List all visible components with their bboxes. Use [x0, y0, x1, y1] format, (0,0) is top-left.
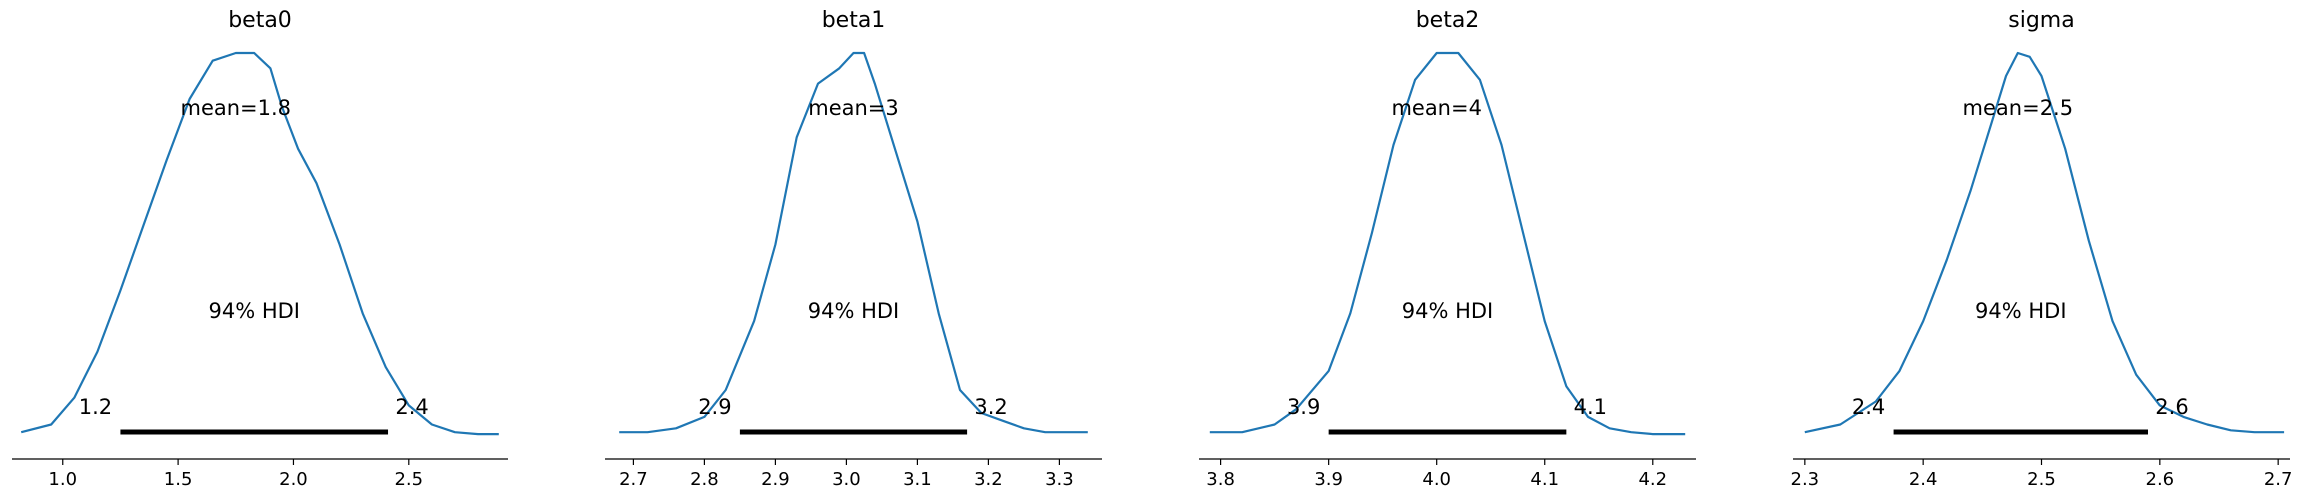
x-tick-label: 2.5: [2027, 469, 2056, 490]
hdi-low-label: 2.9: [698, 395, 731, 419]
x-tick-label: 2.9: [761, 469, 790, 490]
density-curve: [1209, 51, 1686, 436]
x-tick-label: 3.1: [903, 469, 932, 490]
panel-beta1: beta1 mean=3 94% HDI 2.9 3.2 2.7 2.8 2.9 3.0 3.1 3…: [605, 8, 1102, 490]
x-tick-label: 4.0: [1422, 469, 1451, 490]
panel-title: beta0: [228, 8, 292, 33]
panel-title: sigma: [2008, 8, 2074, 33]
x-tick-label: 2.7: [619, 469, 648, 490]
x-tick-label: 4.2: [1638, 469, 1667, 490]
panel-sigma: sigma mean=2.5 94% HDI 2.4 2.6 2.3 2.4 2.5 2.6 2.…: [1791, 8, 2293, 490]
panel-title: beta1: [822, 8, 886, 33]
hdi-low-label: 2.4: [1852, 395, 1885, 419]
x-tick-label: 4.1: [1530, 469, 1559, 490]
x-tick-label: 1.5: [164, 469, 193, 490]
density-curve: [20, 51, 499, 436]
x-tick-label: 2.7: [2264, 469, 2293, 490]
density-curve: [1804, 51, 2285, 434]
x-tick-label: 3.3: [1045, 469, 1074, 490]
hdi-label: 94% HDI: [208, 299, 300, 323]
hdi-high-label: 3.2: [974, 395, 1007, 419]
x-tick-label: 3.2: [974, 469, 1003, 490]
x-tick-label: 3.8: [1206, 469, 1235, 490]
panel-beta0: beta0 mean=1.8 94% HDI 1.2 2.4 1.0 1.5 2.0 2.5: [12, 8, 508, 490]
x-tick-label: 2.8: [690, 469, 719, 490]
mean-label: mean=4: [1391, 96, 1482, 120]
hdi-high-label: 2.4: [395, 395, 428, 419]
mean-label: mean=2.5: [1963, 96, 2074, 120]
x-tick-label: 3.9: [1314, 469, 1343, 490]
x-tick-label: 2.0: [279, 469, 308, 490]
x-tick-label: 2.5: [394, 469, 423, 490]
x-tick-label: 2.3: [1791, 469, 1820, 490]
panel-beta2: beta2 mean=4 94% HDI 3.9 4.1 3.8 3.9 4.0 4.1 4.2: [1199, 8, 1696, 490]
x-tick-label: 2.6: [2146, 469, 2175, 490]
hdi-high-label: 4.1: [1574, 395, 1607, 419]
hdi-label: 94% HDI: [1402, 299, 1494, 323]
hdi-high-label: 2.6: [2155, 395, 2188, 419]
mean-label: mean=3: [808, 96, 899, 120]
mean-label: mean=1.8: [180, 96, 291, 120]
x-tick-label: 2.4: [1909, 469, 1938, 490]
x-tick-label: 3.0: [832, 469, 861, 490]
hdi-low-label: 1.2: [79, 395, 112, 419]
hdi-low-label: 3.9: [1287, 395, 1320, 419]
density-curve: [619, 51, 1088, 434]
hdi-label: 94% HDI: [1975, 299, 2067, 323]
x-tick-label: 1.0: [48, 469, 77, 490]
panel-title: beta2: [1416, 8, 1480, 33]
hdi-label: 94% HDI: [808, 299, 900, 323]
